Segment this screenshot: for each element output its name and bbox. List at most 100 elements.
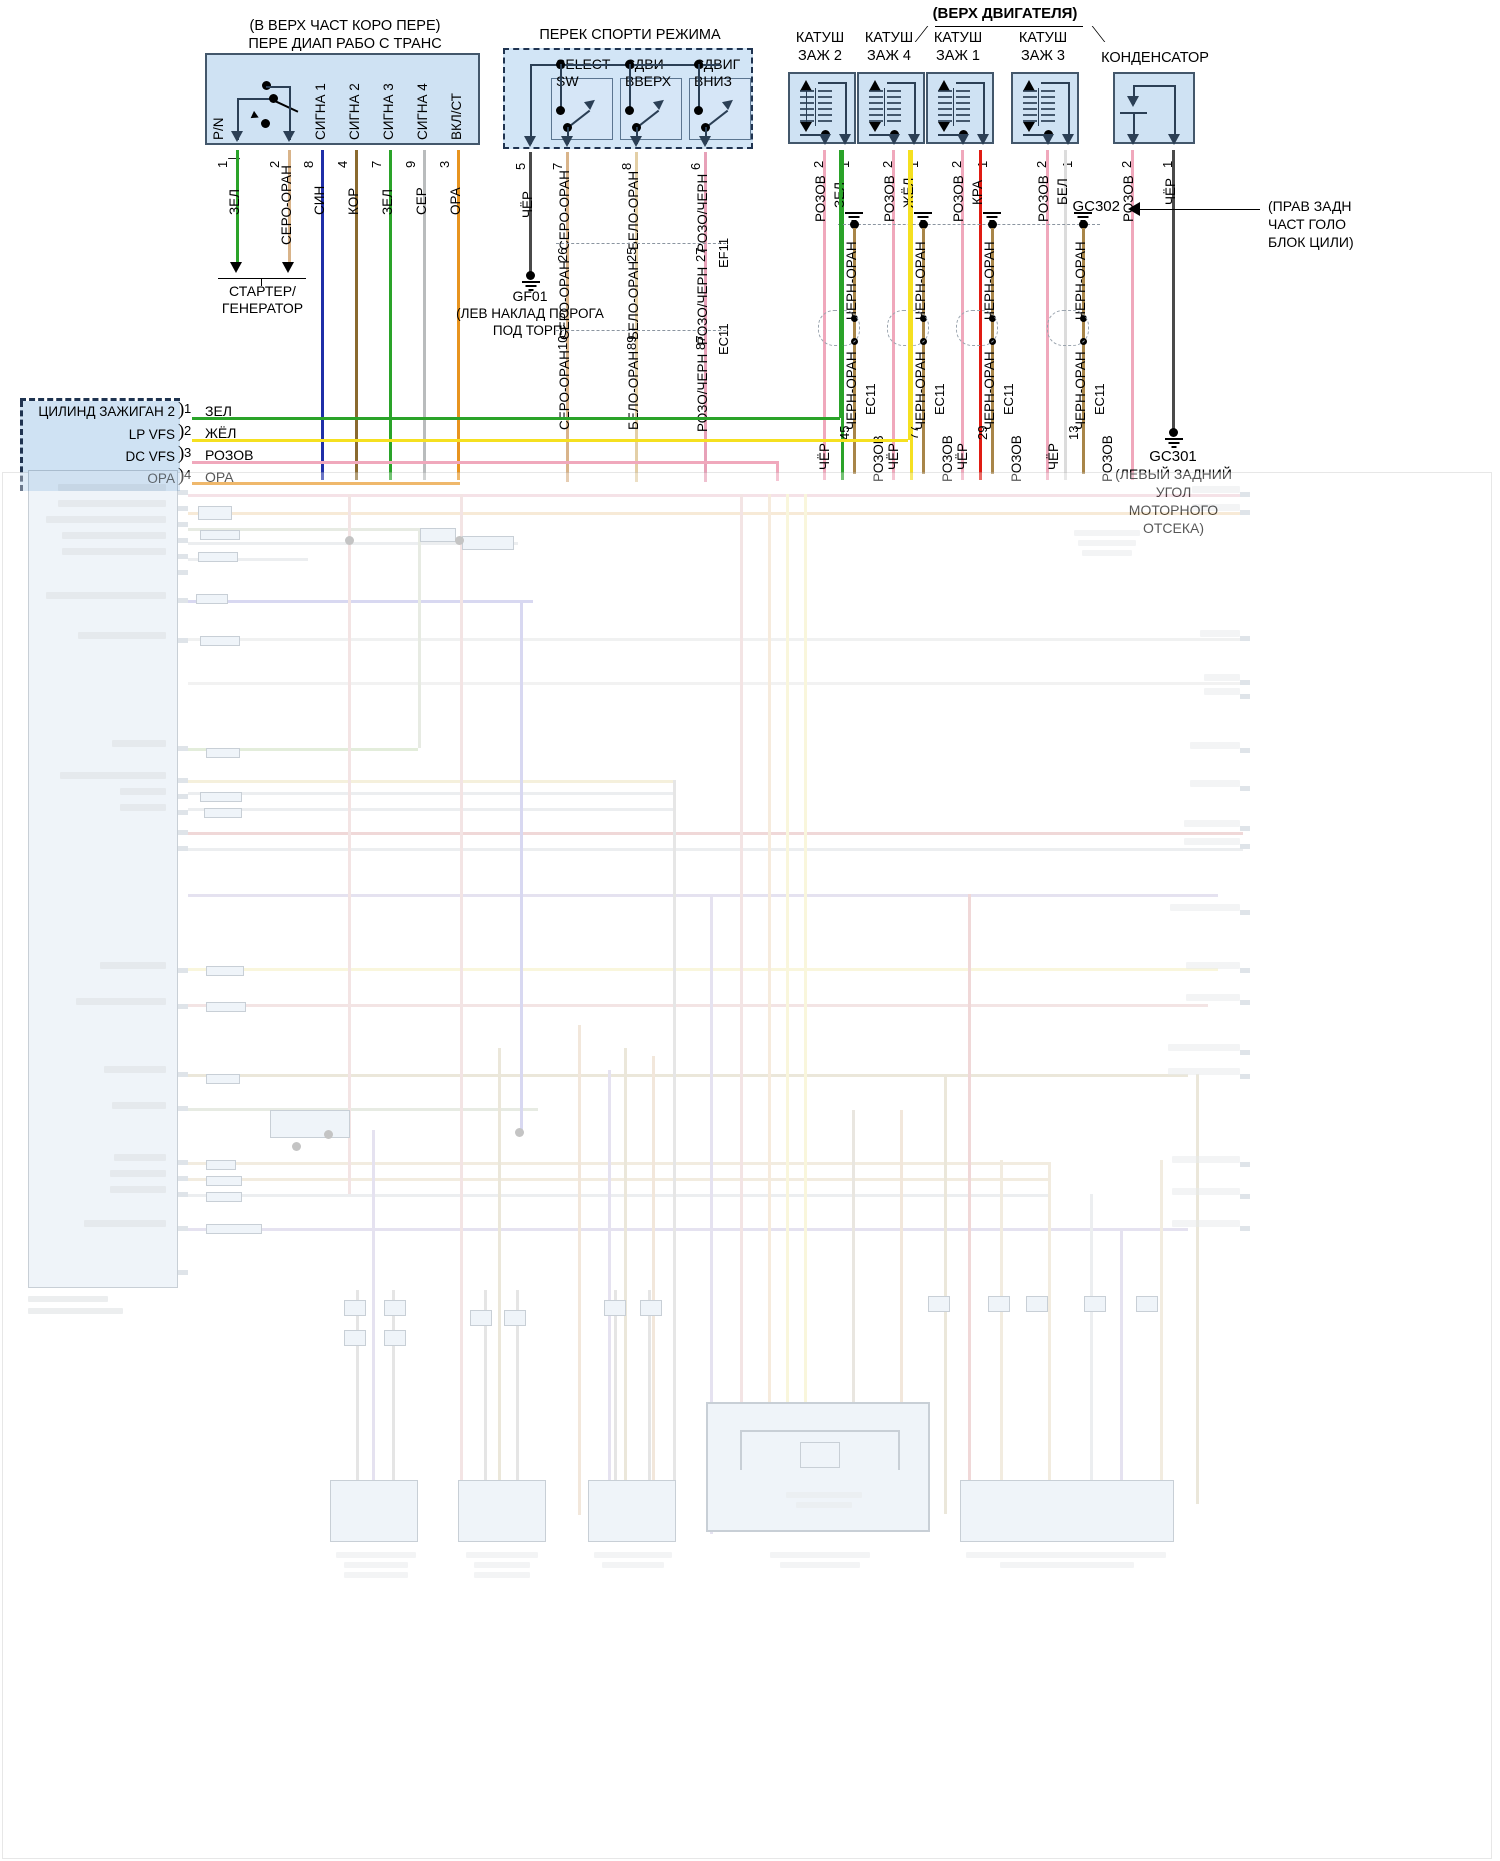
ecm-conn-bracket-1: )	[178, 399, 185, 420]
sport-down-out	[705, 127, 707, 144]
sport-mid-color-26: СЕРО-ОРАН	[557, 260, 572, 340]
ecm-row-label-3: DC VFS	[125, 449, 175, 464]
trans-inner-label-pn: P/N	[211, 117, 226, 140]
coil-3-winding-secondary	[1041, 90, 1055, 124]
gc302-note-line1: (ПРАВ ЗАДН	[1268, 198, 1352, 214]
gc301-dot	[1169, 428, 1178, 437]
sport-up-out	[636, 127, 638, 144]
coil-3-label-line1: КАТУШ	[1018, 30, 1068, 46]
capacitor-pin1-arrow	[1168, 134, 1180, 145]
coil-2-top-bus	[818, 82, 846, 84]
coil-3-ground-code: EC11	[1092, 383, 1107, 415]
coil-3-pin2-arrow	[1042, 134, 1054, 145]
splice-row-ef11	[556, 243, 726, 244]
sport-mode-header: ПЕРЕК СПОРТИ РЕЖИМА	[539, 27, 721, 43]
capacitor-title: КОНДЕНСАТОР	[1101, 50, 1209, 66]
coil-1-bottom-bus	[938, 134, 964, 136]
ecm-wire-run-1-riser	[839, 150, 842, 418]
coil-4-color-pin2: РОЗОВ	[882, 175, 897, 222]
coil-4-bottom-left-color: ЧЁР	[886, 442, 901, 470]
gc301-code: GC301	[1149, 448, 1197, 465]
coil-1-ground-dot	[988, 220, 997, 229]
faded-lower-diagram	[0, 470, 1500, 1861]
pn-switch-top-seg	[237, 98, 273, 100]
coil-3-ground-wire	[1082, 228, 1085, 474]
starter-label-line2: ГЕНЕРАТОР	[221, 300, 304, 316]
trans-wire-color-1: ЗЕЛ	[227, 188, 242, 215]
sport-mid-pin-25: 25	[624, 247, 639, 262]
coil-1-color-pin1: КРА	[970, 180, 985, 205]
gf01-note-2: ПОД ТОРП)	[492, 323, 568, 338]
ecm-wire-run-2-yellow	[192, 439, 908, 442]
coil-4-top-bus	[887, 82, 915, 84]
ecm-wire-run-1-green	[192, 417, 840, 420]
coil-2-right-leg	[845, 82, 847, 138]
coil-2-bottom-bus	[800, 134, 826, 136]
trans-conn-1: →	[224, 145, 244, 167]
capacitor-box[interactable]	[1113, 72, 1195, 144]
coil-2-diode	[800, 122, 812, 132]
coil-2-color-pin2: РОЗОВ	[813, 175, 828, 222]
pn-switch-right-drop	[289, 86, 291, 140]
sport-low-pin-87: 87	[693, 335, 708, 350]
ecm-wire-run-4-orange	[192, 482, 460, 485]
coil-ground-bus-dashed	[838, 224, 1100, 225]
coil-2-label-line1: КАТУШ	[795, 30, 845, 46]
coil-3-pin1-arrow	[1062, 134, 1074, 145]
coil-2-ground-color2: ЧЕРН-ОРАН	[844, 351, 859, 430]
coil-1-ground-color2: ЧЕРН-ОРАН	[982, 351, 997, 430]
pn-switch-upper-dot	[262, 81, 271, 90]
coil-3-diode	[1023, 122, 1035, 132]
ecm-pin-1: 1	[184, 401, 192, 416]
coil-4-label-line1: КАТУШ	[864, 30, 914, 46]
sport-mid-color-27: РОЗО/ЧЕРН	[695, 266, 710, 345]
ecm-pin-4: 4	[184, 467, 192, 482]
coil-1-label-line2: ЗАЖ 1	[936, 48, 980, 64]
wire-trans-1-green	[236, 150, 239, 264]
coil-1-right-leg	[983, 82, 985, 138]
coil-3-core	[1038, 88, 1039, 126]
wire-sport-7-grayorange	[566, 152, 569, 482]
coil-3-ground-color2: ЧЕРН-ОРАН	[1073, 351, 1088, 430]
sport-low-pin-89: 89	[624, 335, 639, 350]
sport-sel-out	[567, 127, 569, 144]
coil-3-arrow-up	[1023, 80, 1035, 91]
trans-inner-label-signal1: СИГНА 1	[313, 83, 328, 140]
ecm-conn-bracket-4: )	[178, 465, 185, 486]
wire-coil3-pin1-white	[1064, 150, 1067, 480]
sport-wire-color-5: ЧЁР	[520, 190, 535, 218]
splice-row-ec11	[556, 330, 726, 331]
gc302-note-line2: ЧАСТ ГОЛО	[1268, 216, 1347, 232]
coil-2-ground-color: ЧЕРН-ОРАН	[844, 241, 859, 320]
ecm-row-label-4: ОРА	[147, 471, 175, 486]
ecm-pin-2: 2	[184, 423, 192, 438]
coil-1-splice-bracket	[956, 310, 998, 346]
trans-wire-color-2: СЕРО-ОРАН	[279, 165, 294, 245]
coil-1-winding-secondary	[956, 90, 970, 124]
starter-label-line1: СТАРТЕР/	[229, 283, 296, 299]
coil-2-pin1-arrow	[839, 134, 851, 145]
sport-up-stem	[629, 64, 631, 110]
wire-coil2-pin1-green	[841, 150, 844, 480]
coil-4-ground-color2: ЧЕРН-ОРАН	[913, 351, 928, 430]
trans-inner-label-signal4: СИГНА 4	[415, 83, 430, 140]
coil-1-ground-code: EC11	[1001, 383, 1016, 415]
trans-pin-7: 7	[369, 160, 384, 168]
pn-switch-left-arrow	[231, 131, 243, 142]
ecm-wire-color-2: ЖЁЛ	[205, 425, 237, 441]
coil-1-core	[953, 88, 954, 126]
coil-3-top-bus	[1041, 82, 1069, 84]
gc302-pointer-arrow	[1128, 202, 1140, 216]
sport-low-code-ec11: EC11	[716, 323, 731, 355]
starter-arrow-left	[230, 262, 242, 273]
coil-2-pin2-arrow	[819, 134, 831, 145]
trans-range-header-line2: ПЕРЕ ДИАП РАБО С ТРАНС	[248, 36, 442, 52]
starter-bracket	[218, 278, 306, 279]
coil-2-ground-dot	[850, 220, 859, 229]
gf01-ground-symbol	[520, 281, 542, 295]
sport-switch-label-up-2: ВВЕРХ	[625, 73, 672, 89]
gc302-code: GC302	[1072, 198, 1120, 215]
wire-sport-6-pinkblack	[704, 152, 707, 482]
sport-down-stem	[698, 64, 700, 110]
